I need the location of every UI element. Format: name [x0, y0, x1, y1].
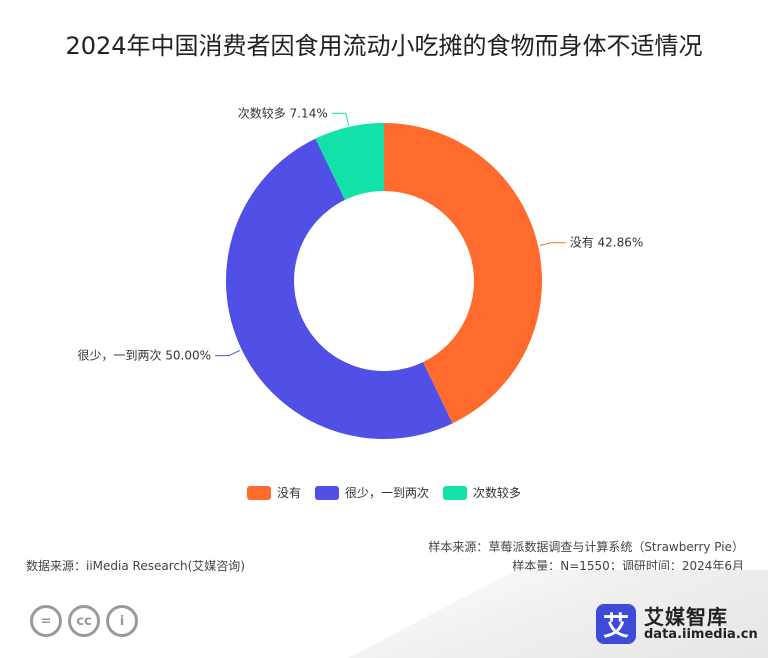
legend-swatch-often: [443, 485, 467, 500]
logo-name: 艾媒智库: [644, 604, 728, 629]
license-icons: = cc i: [30, 605, 138, 637]
by-license-icon: i: [106, 605, 138, 637]
cc-license-icon: cc: [68, 605, 100, 637]
donut-chart: 没有 42.86% 很少，一到两次 50.00% 次数较多 7.14%: [77, 105, 644, 439]
leader-line-none: [539, 242, 566, 246]
legend-item-often[interactable]: 次数较多: [443, 484, 521, 501]
legend-item-rarely[interactable]: 很少，一到两次: [314, 484, 429, 501]
legend-swatch-none: [246, 485, 271, 500]
brand-logo[interactable]: 艾 艾媒智库 data.iimedia.cn: [596, 604, 758, 644]
slice-often[interactable]: [315, 123, 384, 200]
legend-label-none: 没有: [276, 486, 301, 500]
legend: 没有 很少，一到两次 次数较多: [0, 484, 768, 501]
leader-line-rarely: [215, 349, 241, 357]
leader-line-often: [331, 112, 349, 126]
legend-item-none[interactable]: 没有: [246, 484, 301, 501]
sample-source: 样本来源：草莓派数据调查与计算系统（Strawberry Pie）: [428, 540, 744, 554]
legend-swatch-rarely: [314, 485, 339, 500]
data-label-often: 次数较多 7.14%: [238, 105, 328, 120]
data-label-none: 没有 42.86%: [570, 235, 644, 250]
chart-title: 2024年中国消费者因食用流动小吃摊的食物而身体不适情况: [65, 32, 703, 60]
sample-info: 样本量：N=1550；调研时间：2024年6月: [512, 559, 744, 573]
legend-label-often: 次数较多: [473, 486, 522, 500]
logo-text: 艾媒智库 data.iimedia.cn: [644, 604, 758, 642]
slice-none[interactable]: [384, 123, 543, 424]
data-label-rarely: 很少，一到两次 50.00%: [77, 349, 211, 363]
data-source: 数据来源：iiMedia Research(艾媒咨询): [26, 559, 245, 573]
nd-license-icon: =: [30, 605, 62, 637]
logo-mark-icon: 艾: [596, 604, 636, 644]
legend-label-rarely: 很少，一到两次: [344, 486, 429, 500]
logo-url: data.iimedia.cn: [644, 626, 758, 642]
slice-rarely[interactable]: [226, 138, 453, 439]
